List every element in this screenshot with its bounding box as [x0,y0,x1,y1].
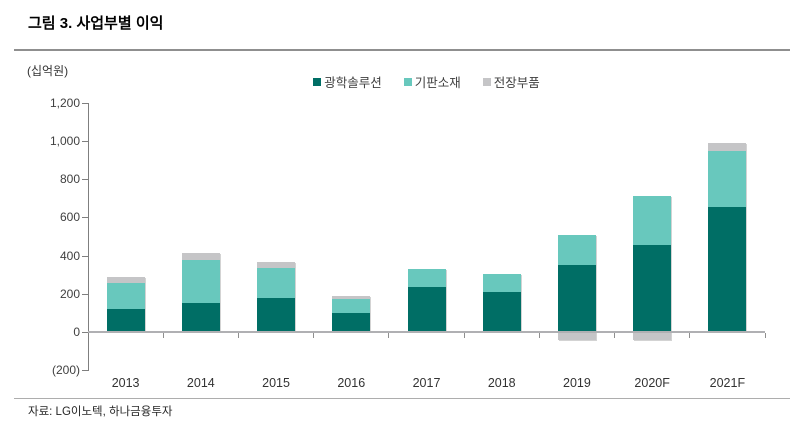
bar-segment [407,268,446,288]
bar-segment [181,260,220,304]
bar-segment [633,331,672,341]
x-tick-mark [689,332,691,338]
y-tick-label: (200) [51,363,80,377]
y-tick-mark [82,293,88,295]
bar-group [257,103,296,370]
bar-group [407,103,446,370]
bar-group [332,103,371,370]
bar-segment [257,267,296,298]
chart-legend: 광학솔루션 기판소재 전장부품 [88,72,765,91]
x-tick-mark [162,332,164,338]
bar-group [106,103,145,370]
x-tick-label: 2013 [111,376,140,390]
y-axis-unit-label: (십억원) [27,64,69,78]
x-tick-mark [388,332,390,338]
figure-title: 그림 3. 사업부별 이익 [28,15,164,32]
y-tick-label: 600 [59,210,80,225]
legend-item: 기판소재 [403,72,461,91]
bar-segment [106,276,145,284]
bar-segment [482,273,521,292]
y-tick-mark [82,255,88,257]
x-tick-label: 2014 [186,376,215,390]
y-tick-label: 0 [73,324,80,339]
bar-group [557,103,596,370]
bar-segment [332,312,371,332]
y-tick-label: 800 [59,172,80,187]
y-tick-label: 1,200 [49,96,80,110]
bar-segment [557,234,596,266]
bar-segment [708,150,747,207]
legend-label: 기판소재 [414,76,461,90]
bar-segment [633,245,672,332]
x-tick-mark [313,332,315,338]
bar-segment [257,262,296,268]
bar-group [482,103,521,370]
legend-label: 전장부품 [493,76,540,90]
x-tick-label: 2019 [563,376,591,390]
x-tick-mark [463,332,465,338]
bar-group [708,103,747,370]
bar-group [633,103,672,370]
x-axis-labels: 2013 2014 2015 2016 2017 2018 2019 2020F 2021F [88,376,765,392]
x-tick-label: 2020F [634,376,670,390]
legend-label: 광학솔루션 [324,76,382,90]
plot-area [82,103,766,371]
x-tick-label: 2018 [487,376,516,390]
y-tick-mark [82,331,88,333]
y-tick-mark [82,179,88,181]
x-tick-label: 2017 [412,376,441,390]
y-tick-mark [82,217,88,219]
y-tick-mark [82,103,88,104]
legend-marker-icon [313,77,322,86]
x-tick-mark [538,332,540,338]
x-tick-label: 2021F [709,376,746,390]
x-axis-line [88,330,765,333]
legend-marker-icon [403,77,412,86]
legend-marker-icon [482,77,491,86]
x-tick-mark [764,332,766,338]
footer-divider [14,398,790,399]
y-tick-label: 200 [59,286,80,301]
bar-segment [106,283,145,309]
bar-segment [407,287,446,332]
y-tick-mark [82,141,88,143]
y-tick-label: 1,000 [49,134,80,149]
bar-segment [633,196,672,246]
bar-segment [557,265,596,332]
y-axis-line [88,103,89,371]
bar-segment [708,206,747,332]
bar-segment [332,299,371,313]
bar-segment [181,252,220,261]
legend-item: 전장부품 [482,72,540,91]
source-note: 자료: LG이노텍, 하나금융투자 [28,406,173,418]
x-tick-mark [614,332,616,338]
bar-segment [557,331,596,341]
bar-segment [332,295,371,300]
bar-segment [257,297,296,332]
x-tick-mark [237,332,239,338]
y-tick-label: 400 [59,248,80,263]
y-axis-labels: 1,200 1,000 800 600 400 200 0 (200) [0,96,80,377]
x-tick-label: 2015 [262,376,290,390]
title-divider [14,49,790,51]
legend-item: 광학솔루션 [313,72,382,91]
bar-segment [181,303,220,332]
bar-group [181,103,220,370]
bar-segment [708,143,747,151]
bar-segment [482,291,521,332]
bar-segment [106,308,145,332]
x-tick-label: 2016 [337,376,366,390]
y-tick-mark [82,370,88,371]
